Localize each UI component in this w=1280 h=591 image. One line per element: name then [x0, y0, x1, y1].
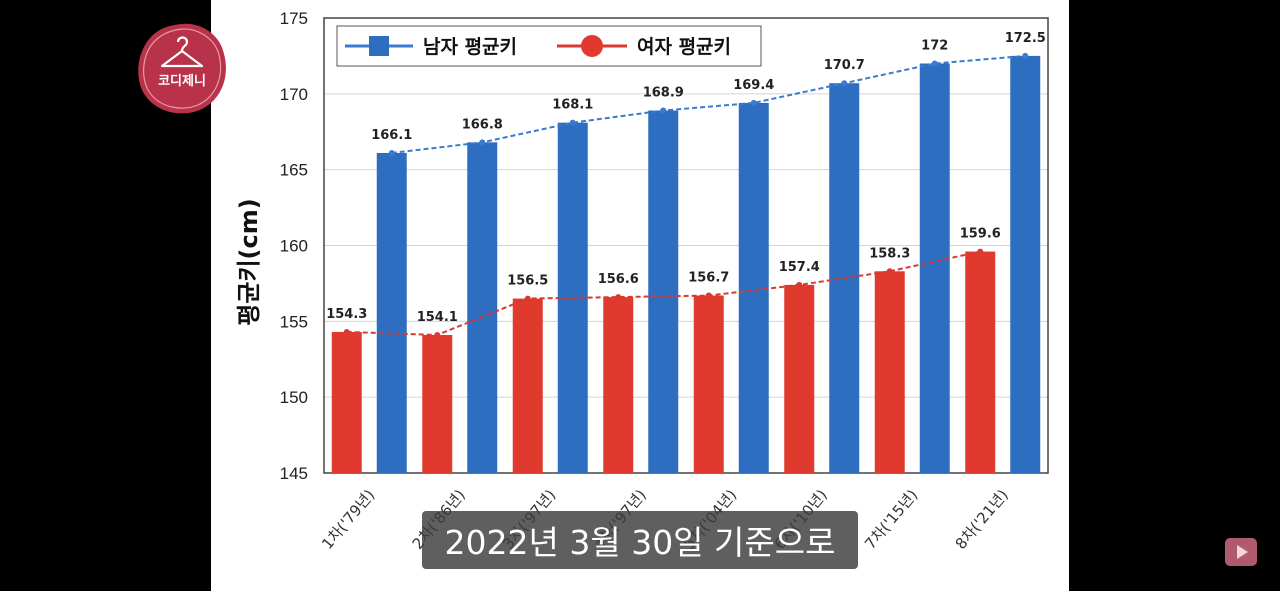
female-trend-point — [615, 294, 622, 301]
female-value-label: 154.1 — [417, 310, 458, 325]
male-value-label: 166.8 — [462, 117, 503, 132]
youtube-button[interactable] — [1225, 538, 1257, 566]
subtitle-text: 2022년 3월 30일 기준으로 — [444, 523, 836, 562]
y-tick-label: 165 — [280, 161, 308, 180]
channel-logo-text: 코디제니 — [158, 74, 206, 89]
legend: 남자 평균키 여자 평균키 — [336, 25, 762, 67]
y-tick-label: 155 — [280, 312, 308, 331]
male-trend-point — [660, 107, 667, 114]
female-trend-point — [434, 331, 441, 338]
female-bar — [603, 297, 634, 473]
youtube-play-icon — [1237, 545, 1248, 559]
hanger-seal-icon — [138, 23, 226, 114]
female-value-label: 156.6 — [598, 272, 639, 287]
female-bar — [512, 298, 543, 473]
female-value-label: 158.3 — [869, 246, 910, 261]
female-bar — [965, 251, 996, 473]
male-bar — [648, 110, 679, 474]
legend-male-label: 남자 평균키 — [423, 36, 517, 58]
male-bar — [467, 142, 498, 473]
y-tick-label: 175 — [280, 9, 308, 28]
female-trend-point — [524, 295, 531, 302]
x-category-label: 1차('79년) — [318, 486, 378, 553]
male-trend-point — [931, 60, 938, 67]
x-category-label: 8차('21년) — [952, 486, 1012, 553]
male-value-label: 168.9 — [643, 86, 684, 101]
male-trend-point — [479, 139, 486, 146]
data-labels: 154.3 154.1 156.5 156.6 156.7 157.4 158.3 159.6… — [326, 31, 1046, 325]
y-tick-label: 160 — [280, 237, 308, 256]
subtitle-caption: 2022년 3월 30일 기준으로 — [422, 511, 858, 569]
plot-frame — [323, 17, 1049, 474]
y-tick-label: 145 — [280, 464, 308, 483]
female-trend-point — [886, 268, 893, 275]
male-value-label: 169.4 — [733, 78, 774, 93]
male-trend-point — [841, 80, 848, 87]
male-trend-line — [391, 54, 1026, 154]
female-value-label: 156.5 — [507, 274, 548, 289]
female-trend-point — [343, 328, 350, 335]
female-bar — [422, 334, 453, 473]
trend-lines — [343, 52, 1029, 338]
female-bar — [784, 284, 815, 473]
female-value-label: 159.6 — [960, 227, 1001, 242]
male-trend-point — [1022, 52, 1029, 59]
male-value-label: 168.1 — [552, 98, 593, 113]
male-trend-point — [569, 119, 576, 126]
female-trend-point — [705, 292, 712, 299]
y-tick-label: 150 — [280, 388, 308, 407]
male-bar — [376, 152, 407, 473]
male-bar — [738, 102, 769, 473]
female-trend-line — [346, 250, 981, 336]
channel-logo: 코디제니 — [134, 20, 230, 116]
male-value-label: 166.1 — [371, 128, 412, 143]
female-bar — [693, 295, 724, 473]
legend-female-label: 여자 평균키 — [637, 36, 731, 58]
female-trend-point — [977, 248, 984, 255]
male-bar — [919, 63, 950, 473]
legend-male-marker — [369, 36, 389, 56]
male-value-label: 172 — [921, 39, 948, 54]
female-trend-point — [796, 281, 803, 288]
female-bar — [331, 331, 362, 473]
y-axis-title: 평균키(cm) — [235, 198, 263, 325]
male-value-label: 172.5 — [1005, 31, 1046, 46]
chart-panel: 145 150 155 160 165 170 175 154.3 154.1 156.5 156… — [211, 0, 1069, 591]
bars — [331, 55, 1041, 474]
male-trend-point — [388, 149, 395, 156]
male-value-label: 170.7 — [824, 58, 865, 73]
female-value-label: 154.3 — [326, 307, 367, 322]
height-bar-chart: 145 150 155 160 165 170 175 154.3 154.1 156.5 156… — [235, 9, 1049, 553]
y-tick-label: 170 — [280, 85, 308, 104]
female-value-label: 157.4 — [779, 260, 820, 275]
x-category-label: 7차('15년) — [861, 486, 921, 553]
female-value-label: 156.7 — [688, 271, 729, 286]
female-bar — [874, 271, 905, 473]
male-bar — [1010, 55, 1041, 474]
legend-female-marker — [581, 35, 603, 57]
y-axis-ticks: 145 150 155 160 165 170 175 — [280, 9, 308, 483]
male-trend-point — [750, 99, 757, 106]
